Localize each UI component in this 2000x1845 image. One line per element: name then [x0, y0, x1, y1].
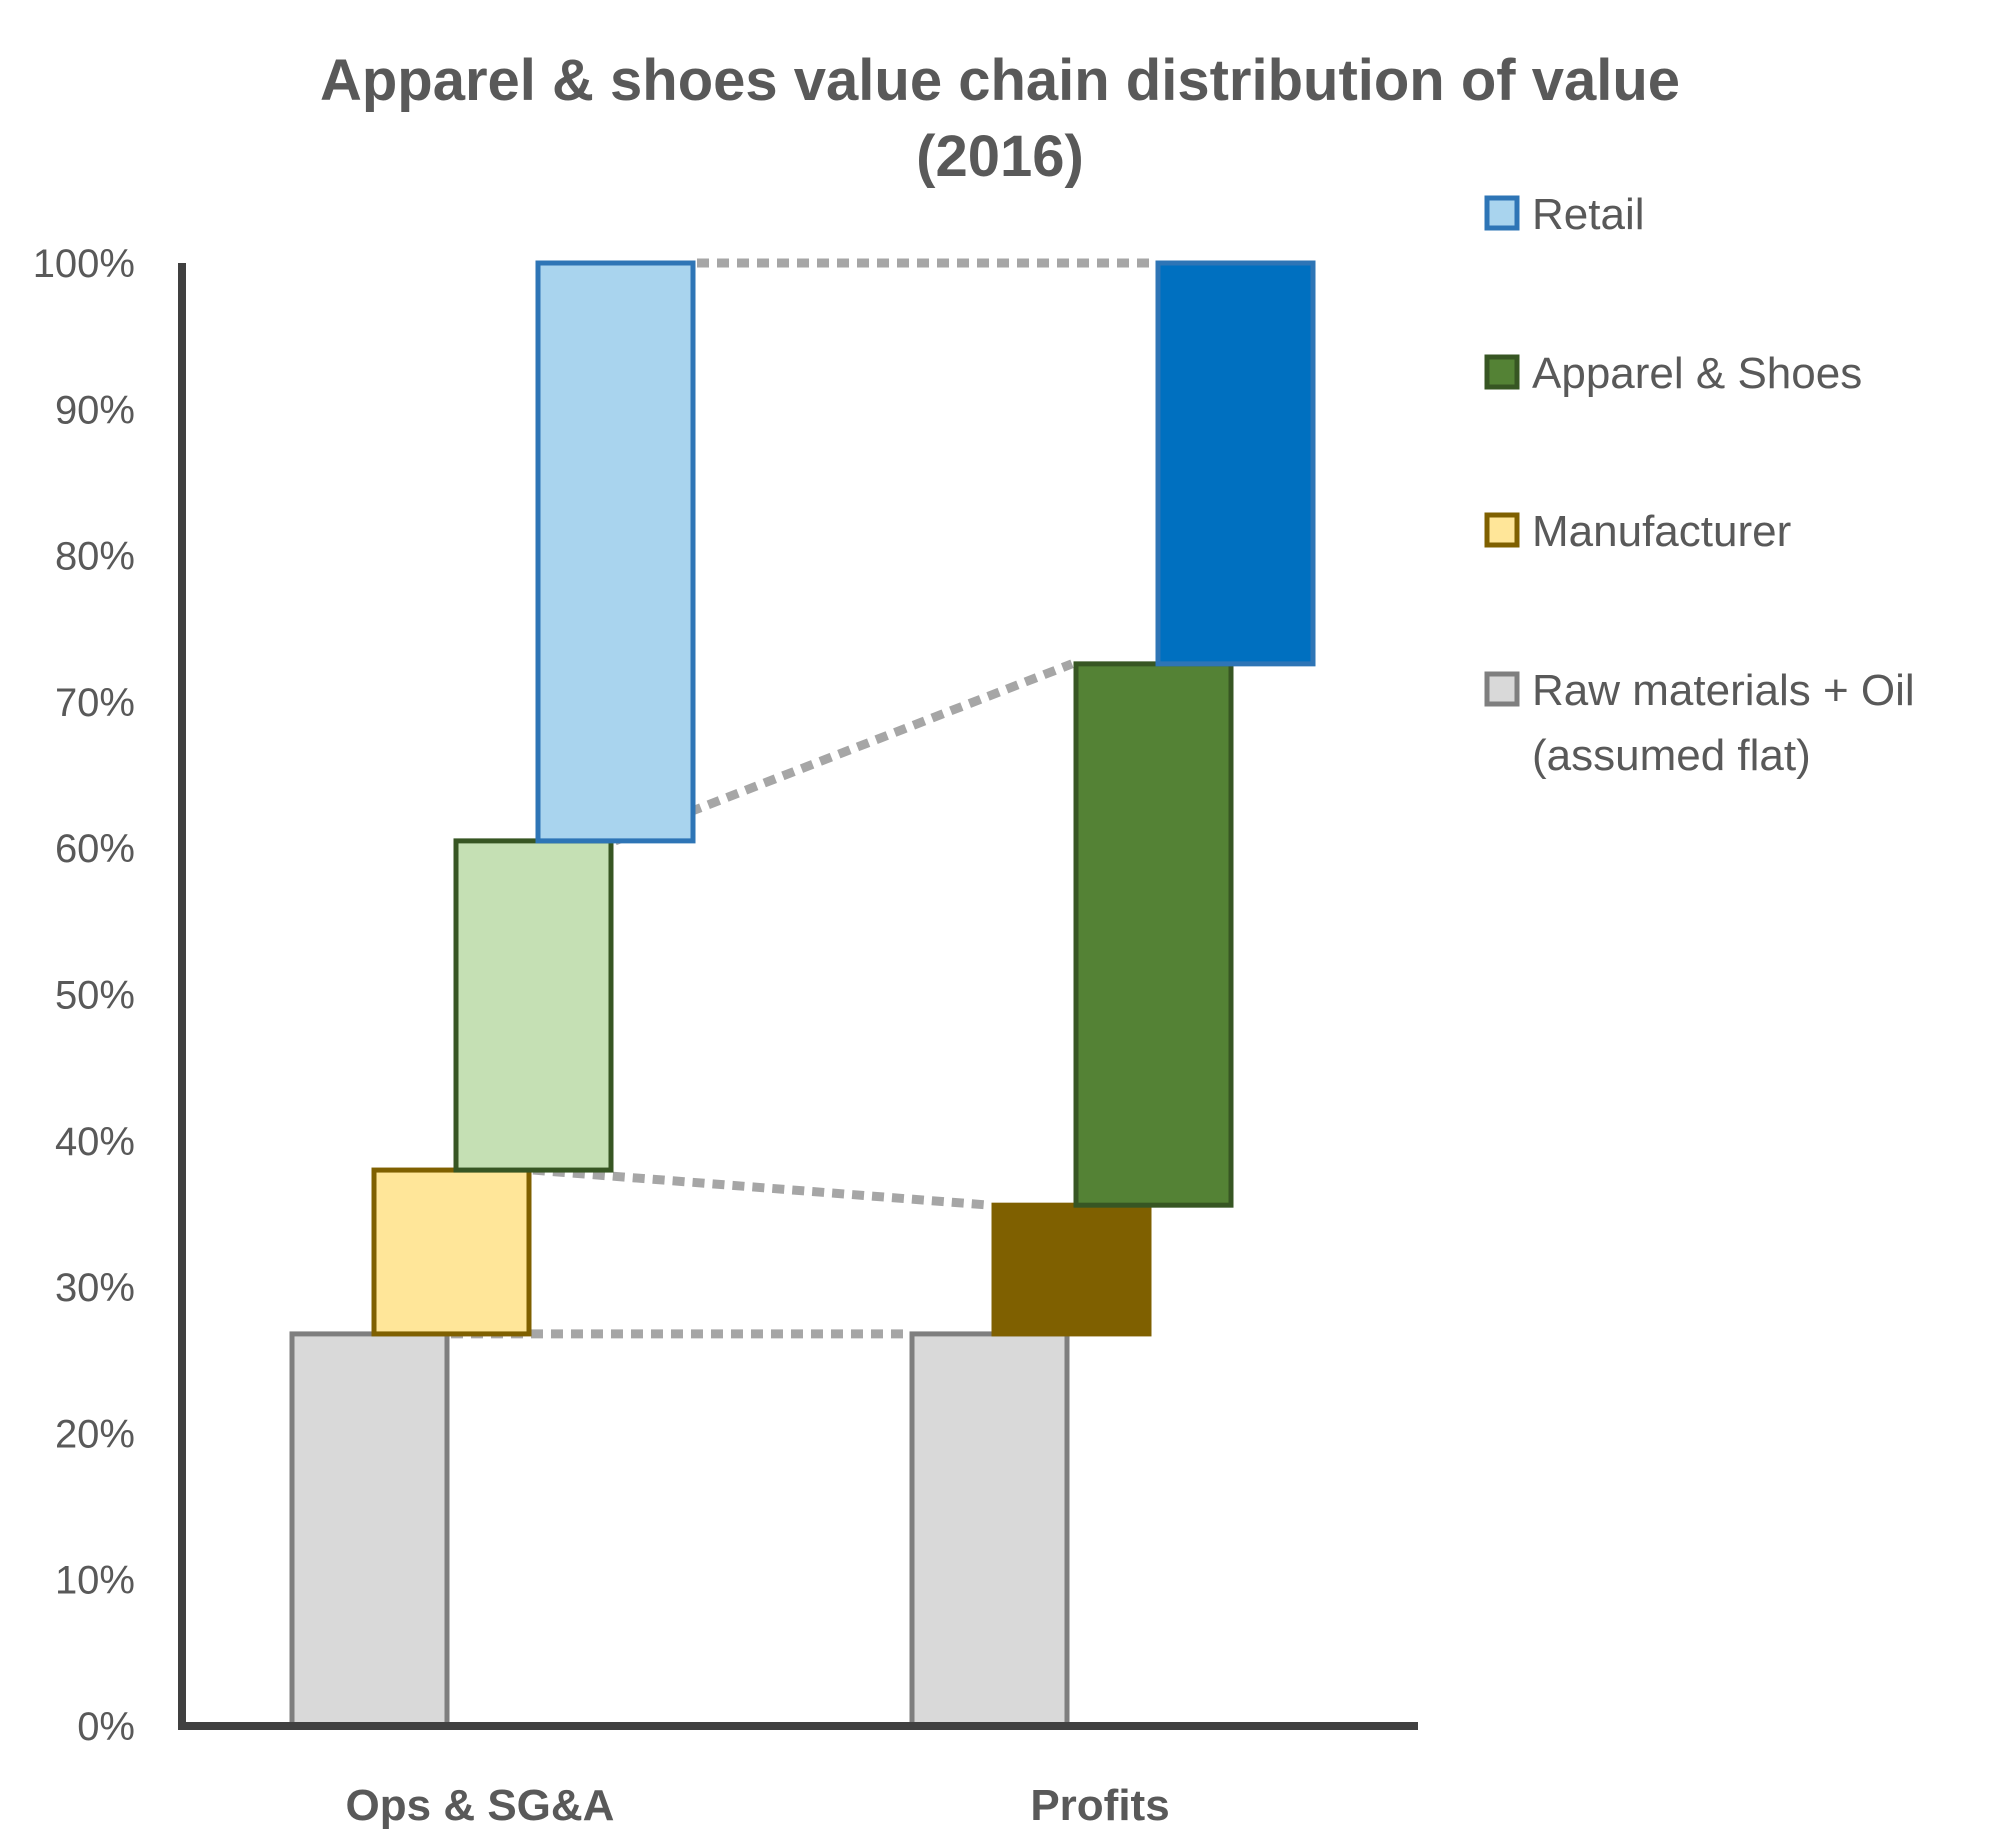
chart-title: Apparel & shoes value chain distribution…: [320, 48, 1680, 189]
bar-raw-ops: [289, 1331, 450, 1729]
bar-apparel-profits: [1073, 661, 1234, 1208]
legend-label: Manufacturer: [1532, 507, 1791, 556]
bar-manufacturer-ops: [371, 1167, 532, 1337]
legend-swatch: [1484, 671, 1520, 707]
x-axis-category-labels: Ops & SG&A Profits: [346, 1781, 1170, 1830]
bar-raw-profits: [909, 1331, 1070, 1729]
y-tick-label: 30%: [55, 1266, 135, 1310]
axes: [178, 263, 1418, 1730]
y-tick-label: 50%: [55, 974, 135, 1018]
y-tick-label: 20%: [55, 1412, 135, 1456]
legend-label: Raw materials + Oil: [1532, 666, 1915, 715]
chart-title-line-1: Apparel & shoes value chain distribution…: [320, 48, 1680, 113]
bars: [289, 260, 1316, 1729]
y-tick-label: 100%: [33, 242, 135, 286]
legend-label: Apparel & Shoes: [1532, 349, 1862, 398]
bar-retail-ops: [535, 260, 696, 844]
legend-swatch: [1484, 195, 1520, 231]
legend-swatch: [1484, 354, 1520, 390]
y-tick-label: 80%: [55, 535, 135, 579]
bar-manufacturer-profits: [991, 1202, 1152, 1337]
bar-apparel-ops: [453, 838, 614, 1173]
legend-label: Retail: [1532, 190, 1645, 239]
connector-line: [532, 1165, 991, 1210]
x-category-label: Ops & SG&A: [346, 1781, 615, 1830]
y-tick-label: 0%: [77, 1705, 135, 1749]
legend: Retail Apparel & Shoes Manufacturer Raw mat…: [1484, 190, 1915, 780]
y-tick-label: 70%: [55, 681, 135, 725]
y-axis-tick-labels: 0% 10% 20% 30% 40% 50% 60% 70% 80% 90% 100%: [33, 242, 135, 1749]
legend-swatch: [1484, 512, 1520, 548]
legend-label: (assumed flat): [1532, 731, 1811, 780]
y-tick-label: 90%: [55, 388, 135, 432]
bar-retail-profits: [1155, 260, 1316, 667]
chart-title-line-2: (2016): [916, 124, 1084, 189]
y-tick-label: 60%: [55, 827, 135, 871]
y-tick-label: 40%: [55, 1120, 135, 1164]
y-tick-label: 10%: [55, 1559, 135, 1603]
x-category-label: Profits: [1030, 1781, 1169, 1830]
